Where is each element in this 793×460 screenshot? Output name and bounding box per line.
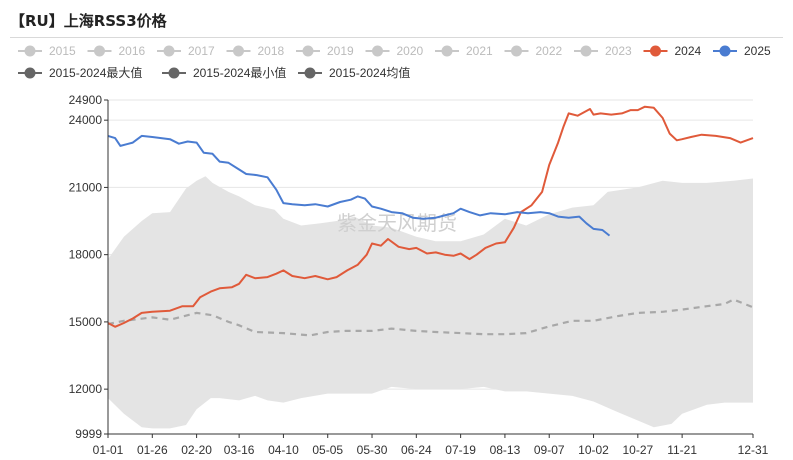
series-line-2025 [107, 134, 611, 237]
legend-marker-stat-2 [304, 67, 316, 79]
y-tick-label-24900: 24900 [69, 93, 103, 107]
x-tick-label-07-19: 07-19 [445, 443, 476, 457]
legend-marker-2016 [94, 45, 105, 57]
series-line-2024 [107, 105, 754, 328]
legend-marker-2021 [441, 45, 453, 57]
x-tick-label-10-27: 10-27 [622, 443, 653, 457]
x-tick-label-12-31: 12-31 [738, 443, 769, 457]
x-tick-label-04-10: 04-10 [268, 443, 299, 457]
y-tick-label-12000: 12000 [69, 382, 103, 396]
series-line-avg [107, 298, 754, 337]
range-band [108, 176, 753, 429]
y-tick-label-15000: 15000 [69, 315, 103, 329]
max-min-band [108, 176, 753, 429]
y-tick-label-18000: 18000 [69, 248, 103, 262]
legend-label-stat-2: 2015-2024均值 [329, 65, 410, 80]
legend-label-stat-1: 2015-2024最小值 [193, 65, 286, 80]
title-divider [10, 37, 783, 38]
legend-marker-2020 [372, 45, 383, 57]
x-tick-label-11-21: 11-21 [667, 443, 697, 457]
legend-label-2021: 2021 [466, 44, 493, 58]
legend-label-2022: 2022 [536, 44, 563, 58]
x-tick-label-05-30: 05-30 [357, 443, 388, 457]
legend-marker-2022 [511, 45, 522, 57]
legend-label-2020: 2020 [397, 44, 424, 58]
x-tick-label-10-02: 10-02 [578, 443, 609, 457]
x-tick-label-05-05: 05-05 [312, 443, 343, 457]
legend-label-2024: 2024 [675, 44, 702, 58]
legend-marker-2019 [302, 45, 314, 57]
x-tick-label-01-01: 01-01 [93, 443, 124, 457]
legend-marker-2018 [233, 45, 244, 57]
x-tick-label-08-13: 08-13 [490, 443, 521, 457]
axes: 9999 12000 15000 18000 21000 24000 24900 01-01 0… [69, 93, 769, 457]
legend-marker-2015 [24, 45, 36, 57]
legend-label-2023: 2023 [605, 44, 632, 58]
y-tick-label-24000: 24000 [69, 113, 103, 127]
legend-marker-stat-1 [168, 67, 180, 79]
x-tick-label-03-16: 03-16 [224, 443, 255, 457]
legend-marker-2024 [650, 45, 661, 57]
x-tick-label-09-07: 09-07 [534, 443, 565, 457]
legend-marker-2023 [580, 45, 592, 57]
chart-title: 【RU】上海RSS3价格 [10, 12, 167, 30]
legend-label-2015: 2015 [49, 44, 76, 58]
legend-label-2016: 2016 [119, 44, 146, 58]
legend-label-2025: 2025 [744, 44, 771, 58]
x-tick-label-06-24: 06-24 [401, 443, 432, 457]
legend-label-stat-0: 2015-2024最大值 [49, 65, 142, 80]
y-tick-label-21000: 21000 [69, 180, 103, 194]
legend-marker-2017 [163, 45, 175, 57]
legend-label-2018: 2018 [258, 44, 285, 58]
legend-marker-stat-0 [24, 67, 36, 79]
legend-label-2017: 2017 [188, 44, 215, 58]
y-tick-label-9999: 9999 [75, 427, 102, 441]
x-tick-label-02-20: 02-20 [181, 443, 212, 457]
series-lines [107, 105, 754, 337]
legend-label-2019: 2019 [327, 44, 354, 58]
legend: 2015 2016 2017 2018 2019 2020 2021 2022 2023 2024… [18, 44, 771, 80]
watermark: 紫金天风期货 [337, 211, 457, 235]
x-tick-label-01-26: 01-26 [137, 443, 168, 457]
legend-marker-2025 [719, 45, 731, 57]
